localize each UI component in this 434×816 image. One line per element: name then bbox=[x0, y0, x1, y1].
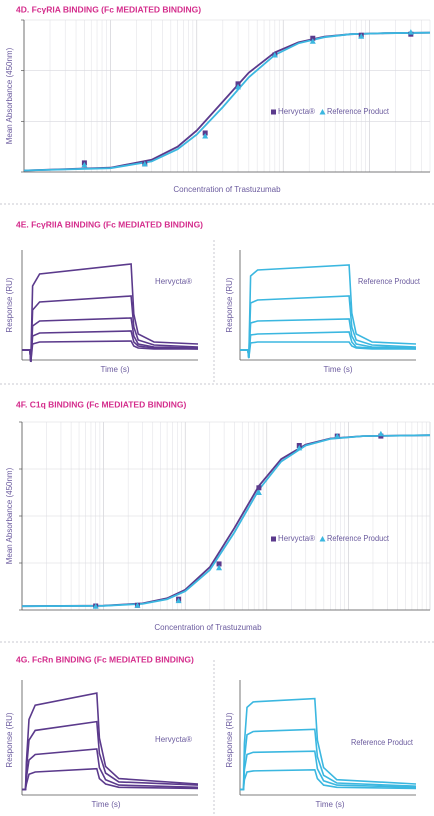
x-axis-label: Concentration of Trastuzumab bbox=[173, 185, 281, 194]
marker bbox=[377, 430, 384, 437]
panel-title: 4D. FcγRIA BINDING (Fc MEDIATED BINDING) bbox=[16, 4, 201, 14]
marker bbox=[216, 561, 222, 567]
marker bbox=[216, 564, 223, 571]
marker bbox=[309, 38, 316, 44]
marker bbox=[296, 444, 303, 451]
marker bbox=[334, 433, 341, 439]
marker bbox=[310, 35, 316, 41]
annotation: Hervycta® bbox=[155, 277, 192, 286]
sensorgram bbox=[22, 720, 199, 791]
marker bbox=[235, 81, 241, 87]
annotation: Reference Product bbox=[351, 738, 414, 747]
y-axis-label: Response (RU) bbox=[5, 712, 14, 767]
panel-title: 4F. C1q BINDING (Fc MEDIATED BINDING) bbox=[16, 399, 186, 409]
sensorgram bbox=[240, 341, 416, 359]
marker bbox=[235, 83, 242, 90]
y-axis-label: Mean Absorbance (450nm) bbox=[5, 467, 14, 564]
sensorgram bbox=[22, 340, 198, 363]
y-axis-label: Response (RU) bbox=[5, 277, 14, 332]
legend-label: Hervycta® bbox=[278, 107, 315, 116]
marker bbox=[81, 161, 88, 168]
legend-label: Reference Product bbox=[327, 107, 390, 116]
marker bbox=[271, 51, 278, 58]
marker bbox=[134, 602, 141, 608]
fit-line bbox=[21, 434, 431, 608]
legend-marker bbox=[319, 109, 326, 115]
panel-title: 4G. FcRn BINDING (Fc MEDIATED BINDING) bbox=[16, 654, 194, 664]
x-axis-label: Time (s) bbox=[91, 800, 120, 809]
sensorgram bbox=[240, 768, 417, 791]
sensorgram bbox=[22, 295, 199, 363]
marker bbox=[255, 489, 262, 495]
sensorgram bbox=[240, 318, 417, 359]
x-axis-label: Time (s) bbox=[100, 365, 129, 374]
annotation: Hervycta® bbox=[155, 735, 192, 744]
marker bbox=[202, 133, 209, 139]
annotation: Reference Product bbox=[358, 277, 421, 286]
sensorgram bbox=[22, 317, 199, 363]
sensorgram bbox=[22, 767, 199, 791]
fit-line bbox=[21, 434, 431, 608]
legend-label: Hervycta® bbox=[278, 534, 315, 543]
marker bbox=[175, 597, 182, 604]
marker bbox=[407, 29, 414, 35]
marker bbox=[202, 130, 208, 136]
y-axis-label: Response (RU) bbox=[225, 712, 234, 767]
legend-marker bbox=[271, 536, 276, 542]
panel-title: 4E. FcγRIIA BINDING (Fc MEDIATED BINDING… bbox=[16, 219, 203, 229]
marker bbox=[256, 485, 262, 491]
marker bbox=[141, 160, 148, 167]
legend-marker bbox=[319, 536, 326, 542]
y-axis-label: Response (RU) bbox=[225, 277, 234, 332]
legend-label: Reference Product bbox=[327, 534, 390, 543]
marker bbox=[92, 603, 99, 609]
y-axis-label: Mean Absorbance (450nm) bbox=[5, 47, 14, 144]
legend-marker bbox=[271, 109, 276, 115]
x-axis-label: Concentration of Trastuzumab bbox=[154, 623, 262, 632]
fit-line bbox=[23, 31, 431, 172]
x-axis-label: Time (s) bbox=[315, 800, 344, 809]
x-axis-label: Time (s) bbox=[323, 365, 352, 374]
marker bbox=[358, 33, 365, 39]
